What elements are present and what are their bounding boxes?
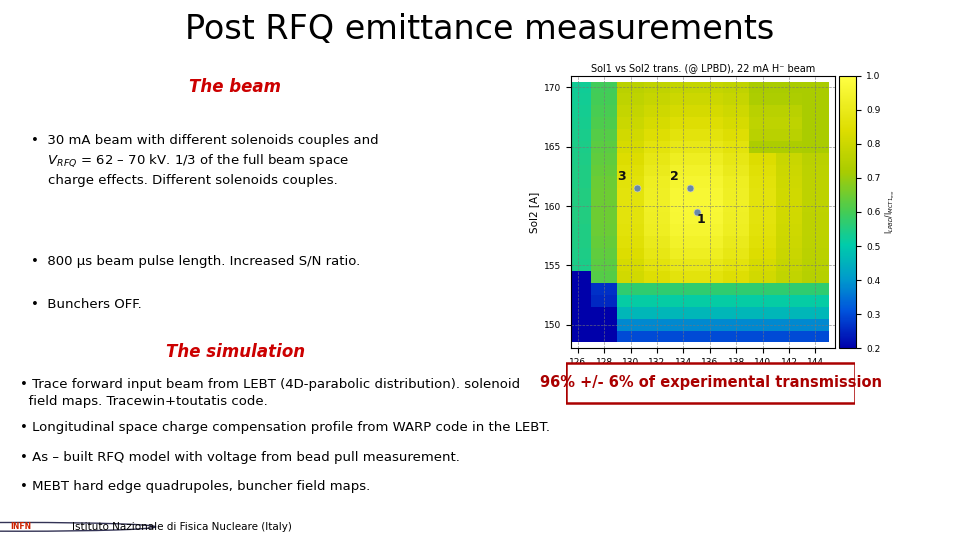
Text: INFN: INFN [11,522,32,531]
FancyBboxPatch shape [566,363,855,403]
Text: •  800 μs beam pulse length. Increased S/N ratio.: • 800 μs beam pulse length. Increased S/… [31,255,360,268]
Text: 1: 1 [696,213,705,226]
Text: The simulation: The simulation [166,343,305,361]
Text: 3: 3 [617,171,626,184]
Y-axis label: Sol2 [A]: Sol2 [A] [529,191,539,233]
Text: Istituto Nazionale di Fisica Nucleare (Italy): Istituto Nazionale di Fisica Nucleare (I… [72,522,292,532]
X-axis label: Sol1 [A]: Sol1 [A] [683,373,724,382]
Text: • MEBT hard edge quadrupoles, buncher field maps.: • MEBT hard edge quadrupoles, buncher fi… [20,481,371,494]
Text: • As – built RFQ model with voltage from bead pull measurement.: • As – built RFQ model with voltage from… [20,451,460,464]
Text: •  Bunchers OFF.: • Bunchers OFF. [31,298,142,311]
Text: 96% +/- 6% of experimental transmission: 96% +/- 6% of experimental transmission [540,375,882,390]
Title: Sol1 vs Sol2 trans. (@ LPBD), 22 mA H⁻ beam: Sol1 vs Sol2 trans. (@ LPBD), 22 mA H⁻ b… [591,63,815,73]
Y-axis label: I$_{LPBD}$/I$_{MCT1_{mn}}$: I$_{LPBD}$/I$_{MCT1_{mn}}$ [883,190,897,234]
Text: Post RFQ emittance measurements: Post RFQ emittance measurements [185,12,775,46]
Text: • Longitudinal space charge compensation profile from WARP code in the LEBT.: • Longitudinal space charge compensation… [20,421,550,434]
Text: • Trace forward input beam from LEBT (4D-parabolic distribution). solenoid
  fie: • Trace forward input beam from LEBT (4D… [20,378,520,408]
Text: 2: 2 [670,171,679,184]
Text: The beam: The beam [189,78,281,96]
Text: •  30 mA beam with different solenoids couples and
    $V_{RFQ}$ = 62 – 70 kV. 1: • 30 mA beam with different solenoids co… [31,134,379,187]
